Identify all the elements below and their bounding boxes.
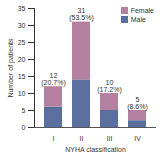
- svg-text:III: III: [107, 135, 113, 142]
- svg-text:12(20.7%): 12(20.7%): [41, 72, 66, 87]
- svg-text:5: 5: [22, 107, 26, 114]
- svg-text:NYHA classification: NYHA classification: [65, 146, 126, 153]
- svg-text:10: 10: [18, 90, 26, 97]
- svg-text:5(8.6%): 5(8.6%): [127, 96, 148, 111]
- svg-text:II: II: [80, 135, 84, 142]
- svg-text:10(17.2%): 10(17.2%): [97, 79, 122, 94]
- svg-text:31(53.5%): 31(53.5%): [69, 7, 94, 22]
- svg-text:20: 20: [18, 56, 26, 63]
- html-text:Female: Female: [130, 7, 154, 14]
- svg-text:15: 15: [18, 73, 26, 80]
- svg-text:0: 0: [22, 124, 26, 131]
- svg-text:I: I: [53, 135, 55, 142]
- svg-text:35: 35: [18, 5, 26, 12]
- svg-text:Number of patients: Number of patients: [7, 38, 15, 98]
- html-text:Male: Male: [130, 16, 146, 23]
- svg-text:25: 25: [18, 39, 26, 46]
- svg-text:IV: IV: [134, 135, 141, 142]
- svg-text:30: 30: [18, 22, 26, 29]
